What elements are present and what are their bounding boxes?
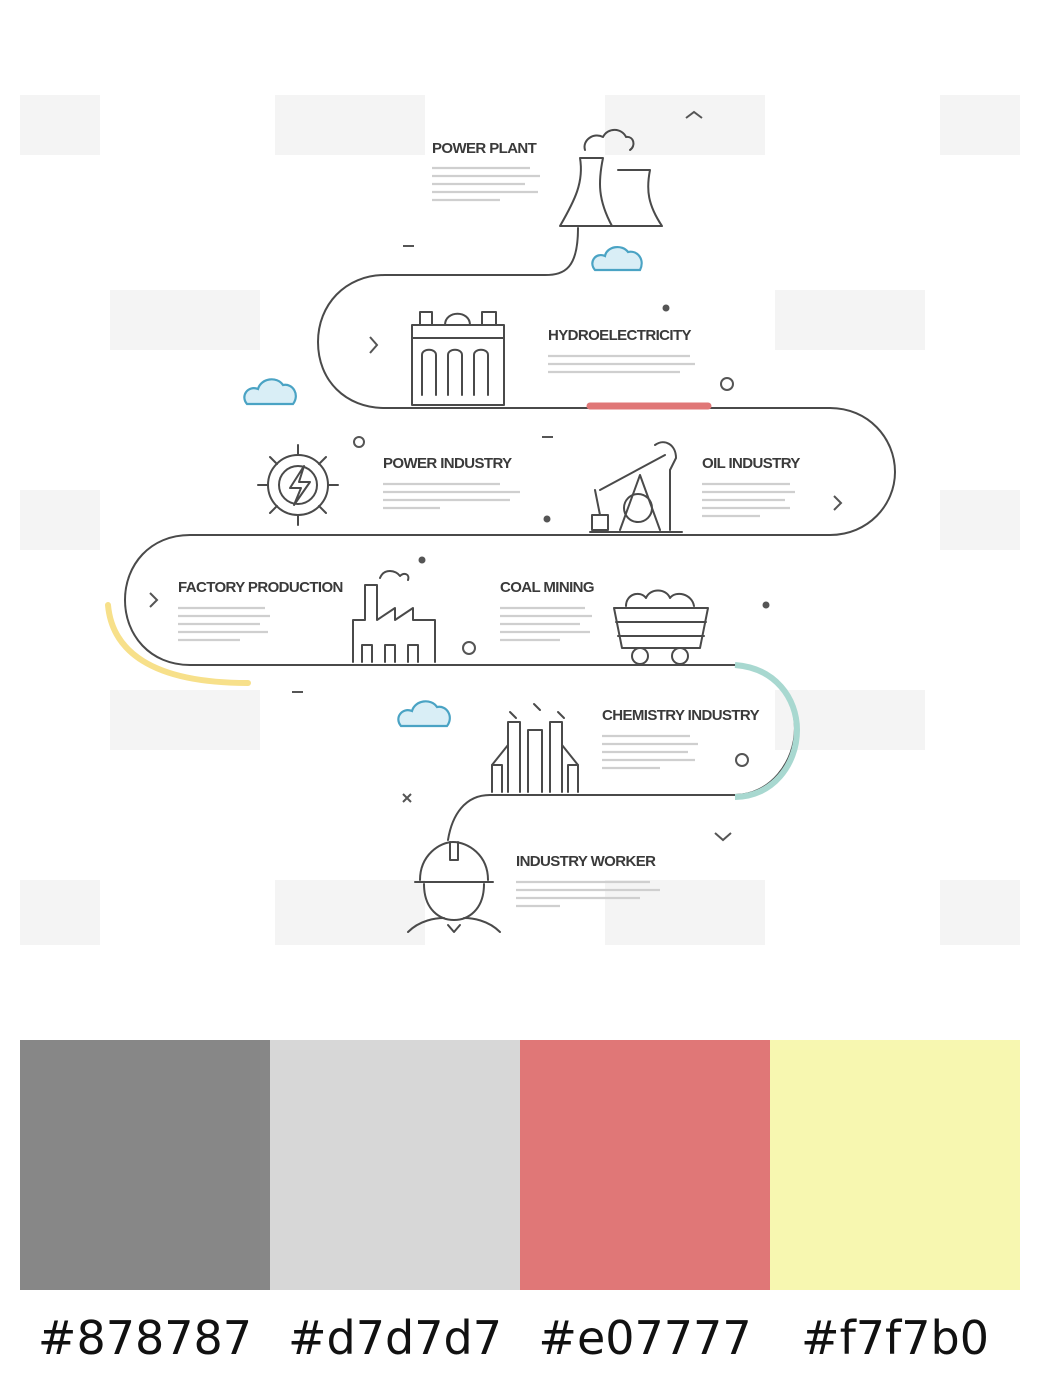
placeholder-text-lines xyxy=(548,354,695,374)
power-plant-label: POWER PLANT xyxy=(432,140,537,157)
placeholder-text-lines xyxy=(516,880,660,908)
swatch-light-gray xyxy=(270,1040,520,1290)
yellow-accent xyxy=(105,602,251,686)
swatch-yellow xyxy=(770,1040,1020,1290)
swatch-gray xyxy=(20,1040,270,1290)
coal-mining-label: COAL MINING xyxy=(500,579,594,596)
swatch-red xyxy=(520,1040,770,1290)
placeholder-text-lines xyxy=(702,482,795,518)
placeholder-text-lines xyxy=(432,166,540,202)
teal-accent xyxy=(734,662,801,800)
industry-worker-step: INDUSTRY WORKER xyxy=(407,841,660,933)
watermark-pattern xyxy=(20,95,1020,945)
factory-production-step: FACTORY PRODUCTION xyxy=(178,570,436,663)
oil-industry-step: OIL INDUSTRY xyxy=(589,441,801,533)
mine-cart-icon xyxy=(613,589,709,665)
placeholder-text-lines xyxy=(500,606,592,642)
factory-icon xyxy=(352,570,436,663)
hydroelectricity-label: HYDROELECTRICITY xyxy=(548,327,692,344)
chemistry-industry-step: CHEMISTRY INDUSTRY xyxy=(491,703,760,793)
power-industry-step: POWER INDUSTRY xyxy=(257,444,520,526)
oil-industry-label: OIL INDUSTRY xyxy=(702,455,800,472)
power-industry-label: POWER INDUSTRY xyxy=(383,455,512,472)
placeholder-text-lines xyxy=(383,482,520,510)
power-plant-step: POWER PLANT xyxy=(432,128,663,227)
dots xyxy=(418,304,770,609)
chemistry-plant-icon xyxy=(491,703,579,793)
color-code: #e07777 xyxy=(538,1311,752,1365)
gear-lightning-icon xyxy=(257,444,339,526)
placeholder-text-lines xyxy=(602,734,698,770)
industry-worker-label: INDUSTRY WORKER xyxy=(516,853,656,870)
cloud-icon xyxy=(591,246,643,272)
cloud-icon xyxy=(397,700,451,728)
cooling-tower-icon xyxy=(559,128,663,227)
industry-infographic: POWER PLANT HYDROELECTRICITY POWER INDUS… xyxy=(20,95,1020,945)
color-code: #d7d7d7 xyxy=(288,1311,502,1365)
color-palette xyxy=(20,1040,1020,1290)
oil-pump-icon xyxy=(589,441,683,533)
decorations xyxy=(149,110,843,842)
chemistry-industry-label: CHEMISTRY INDUSTRY xyxy=(602,707,760,724)
hydroelectricity-step: HYDROELECTRICITY xyxy=(411,311,695,406)
placeholder-text-lines xyxy=(178,606,270,642)
worker-helmet-icon xyxy=(407,841,501,933)
color-code: #878787 xyxy=(37,1311,253,1365)
cloud-icon xyxy=(243,378,297,406)
color-codes: #878787 #d7d7d7 #e07777 #f7f7b0 xyxy=(20,1305,1020,1371)
coal-mining-step: COAL MINING xyxy=(500,579,709,665)
color-code: #f7f7b0 xyxy=(801,1311,989,1365)
dam-icon xyxy=(411,311,505,406)
factory-production-label: FACTORY PRODUCTION xyxy=(178,579,343,596)
